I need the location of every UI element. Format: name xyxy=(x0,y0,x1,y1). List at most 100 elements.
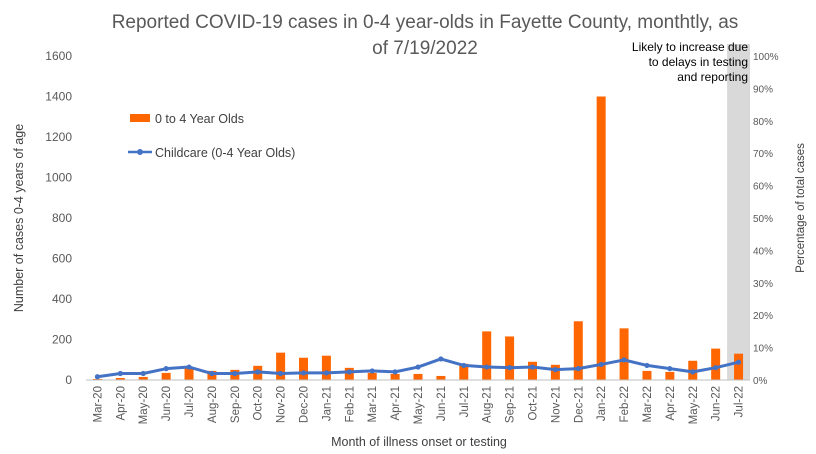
bar-Jun-22 xyxy=(711,348,721,380)
x-tick-label: Nov-20 xyxy=(276,386,288,423)
x-tick-label: Oct-21 xyxy=(527,386,539,421)
x-tick-label: Feb-21 xyxy=(344,386,356,422)
line-point-Jan-22 xyxy=(598,361,604,368)
bar-Jul-22 xyxy=(734,353,744,380)
legend-swatch-bar xyxy=(130,114,150,122)
x-tick-label: Jun-22 xyxy=(711,386,723,421)
bar-Apr-22 xyxy=(665,371,675,380)
y-tick-label: 800 xyxy=(52,211,72,225)
y2-tick-label: 80% xyxy=(753,117,773,128)
x-tick-label: Oct-20 xyxy=(253,386,265,421)
x-tick-label: Sep-21 xyxy=(505,386,517,423)
x-tick-label: May-22 xyxy=(688,386,700,424)
line-point-Apr-21 xyxy=(392,369,398,375)
x-tick-label: Mar-20 xyxy=(92,386,104,422)
bar-Mar-22 xyxy=(642,370,652,380)
y-tick-label: 0 xyxy=(65,373,72,387)
x-tick-label: Aug-20 xyxy=(207,386,219,423)
y2-tick-label: 90% xyxy=(753,84,773,95)
line-layer xyxy=(94,356,742,380)
bar-Oct-21 xyxy=(527,361,537,380)
y2-tick-label: 10% xyxy=(753,344,773,355)
x-tick-label: Jul-20 xyxy=(184,386,196,417)
x-tick-label: Mar-22 xyxy=(642,386,654,422)
y2-axis-title: Percentage of total cases xyxy=(795,143,807,273)
line-point-May-21 xyxy=(415,364,421,370)
line-point-Jun-20 xyxy=(163,366,169,372)
line-point-Sep-20 xyxy=(232,370,238,377)
line-point-Sep-21 xyxy=(506,365,513,371)
x-tick-label: Mar-21 xyxy=(367,386,379,422)
line-point-Apr-20 xyxy=(117,370,123,377)
y2-tick-label: 70% xyxy=(753,149,773,160)
x-tick-label: May-21 xyxy=(413,386,425,424)
bar-Nov-21 xyxy=(550,364,560,380)
y2-tick-label: 20% xyxy=(753,311,773,322)
x-tick-label: Dec-21 xyxy=(573,386,585,423)
y-tick-label: 1600 xyxy=(45,49,72,63)
bar-Mar-21 xyxy=(367,372,377,380)
chart-title-line-2: of 7/19/2022 xyxy=(372,38,478,59)
y-tick-label: 600 xyxy=(52,252,72,266)
bar-Apr-21 xyxy=(390,373,400,380)
x-tick-label: Jun-20 xyxy=(161,386,173,421)
shaded-annotation-line-3: and reporting xyxy=(677,70,748,84)
y2-tick-label: 0% xyxy=(753,376,768,387)
line-point-Dec-21 xyxy=(575,366,581,372)
x-tick-label: Apr-21 xyxy=(390,386,402,421)
x-tick-label: Dec-20 xyxy=(299,386,311,423)
x-tick-label: Jun-21 xyxy=(436,386,448,421)
y-axis-ticks: 0 200 400 600 800 1000 1200 1400 1600 xyxy=(45,49,72,387)
line-point-Jun-21 xyxy=(438,356,444,362)
x-axis-title: Month of illness onset or testing xyxy=(331,435,507,449)
line-point-Mar-20 xyxy=(94,374,101,380)
line-point-Jul-22 xyxy=(735,359,742,365)
legend-label-line: Childcare (0-4 Year Olds) xyxy=(155,146,295,160)
line-point-Jun-22 xyxy=(713,365,719,371)
x-tick-label: Aug-21 xyxy=(482,386,494,423)
bar-Apr-20 xyxy=(115,377,125,380)
line-point-Aug-20 xyxy=(209,370,215,377)
line-point-Apr-22 xyxy=(667,366,673,372)
line-point-Feb-22 xyxy=(621,357,627,363)
y-tick-label: 1400 xyxy=(45,90,72,104)
line-point-Nov-20 xyxy=(278,370,284,377)
x-tick-label: Nov-21 xyxy=(550,386,562,423)
line-point-May-20 xyxy=(140,370,146,377)
line-point-Feb-21 xyxy=(346,369,352,375)
bar-Jan-21 xyxy=(321,355,331,380)
bar-Nov-20 xyxy=(276,352,286,380)
bar-Aug-21 xyxy=(482,331,492,380)
line-point-Aug-21 xyxy=(484,364,490,370)
legend: 0 to 4 Year Olds Childcare (0-4 Year Old… xyxy=(128,112,295,160)
y-tick-label: 400 xyxy=(52,292,72,306)
line-point-Mar-22 xyxy=(644,362,650,369)
bar-Jul-21 xyxy=(459,363,469,380)
x-tick-label: Feb-22 xyxy=(619,386,631,422)
legend-swatch-line-marker xyxy=(137,149,143,155)
y2-tick-label: 50% xyxy=(753,214,773,225)
y2-tick-label: 30% xyxy=(753,279,773,290)
shaded-annotation-line-1: Likely to increase due xyxy=(632,40,748,54)
line-point-Jul-20 xyxy=(186,364,192,370)
chart-title-line-1: Reported COVID-19 cases in 0-4 year-olds… xyxy=(112,12,739,33)
x-tick-label: May-20 xyxy=(138,386,150,424)
shaded-region xyxy=(727,44,750,380)
y2-tick-label: 60% xyxy=(753,182,773,193)
line-point-Dec-20 xyxy=(300,370,307,376)
shaded-region-layer xyxy=(727,44,750,380)
x-tick-label: Sep-20 xyxy=(230,386,242,423)
bar-Feb-22 xyxy=(619,328,629,380)
bar-Jun-21 xyxy=(436,375,446,380)
bar-Jan-22 xyxy=(596,96,606,380)
bar-May-21 xyxy=(413,373,423,380)
line-point-Jul-21 xyxy=(461,362,467,369)
bar-Jun-20 xyxy=(161,372,171,380)
x-axis-ticks: Mar-20 Apr-20 May-20 Jun-20 Jul-20 Aug-20 Sep-… xyxy=(92,386,745,424)
bar-Mar-20 xyxy=(92,378,102,380)
legend-label-bar: 0 to 4 Year Olds xyxy=(155,112,244,126)
x-tick-label: Jul-22 xyxy=(734,386,746,417)
bar-Sep-21 xyxy=(505,336,515,380)
